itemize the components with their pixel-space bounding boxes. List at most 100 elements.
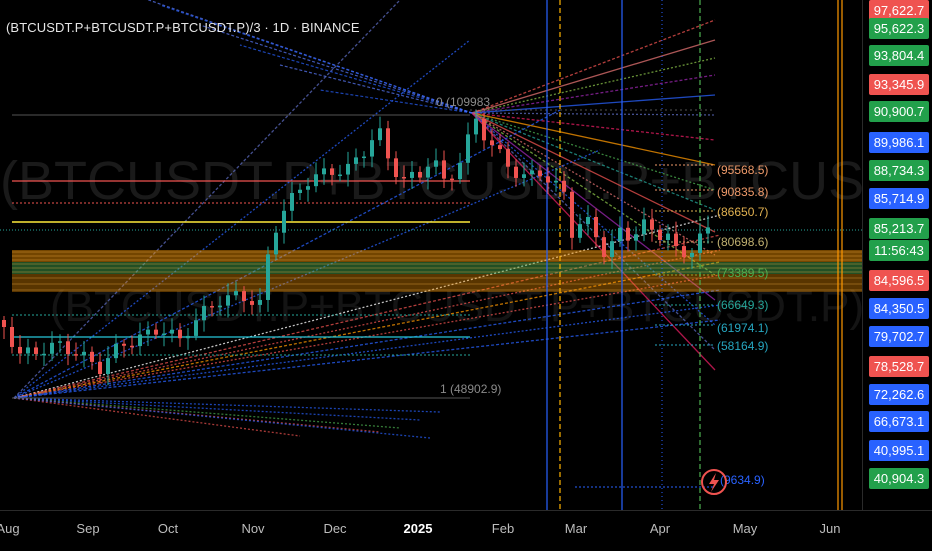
candle-body [330,168,334,175]
time-tick-label: Sep [76,521,100,536]
candle-body [226,295,230,306]
price-tag: 97,622.7 [869,0,929,21]
symbol-title[interactable]: (BTCUSDT.P+BTCUSDT.P+BTCUSDT.P)/3 · 1D ·… [6,20,360,35]
candle-body [394,158,398,177]
candle-body [426,166,430,178]
candle-body [554,180,558,183]
candle-body [130,345,134,348]
fan-line [471,112,716,116]
candle-body [498,145,502,150]
price-tag: 11:56:43 [869,240,929,261]
time-tick-label: Oct [157,521,179,536]
fan-line [13,397,301,437]
candle-body [466,134,470,163]
candle-body [506,149,510,167]
candle-body [362,156,366,159]
candle-body [314,174,318,187]
time-tick-label: Feb [491,521,515,536]
candle-body [186,335,190,339]
candle-body [258,299,262,305]
time-tick-label: Apr [649,521,671,536]
fib-label: (66649.3) [717,298,768,312]
lightning-icon [701,469,727,495]
candle-body [298,189,302,194]
fan-line [471,112,716,276]
candle-body [370,140,374,157]
candle-body [650,219,654,230]
fan-line [13,39,471,399]
candle-body [338,174,342,177]
candle-body [234,291,238,296]
candle-body [10,327,14,347]
candle-body [626,227,630,241]
fan-line [13,397,401,429]
price-plot[interactable]: 0 (109983 (95568.5) (90835.8) (86650.7) (806… [0,0,862,510]
candle-body [154,329,158,335]
fan-line [471,112,716,211]
zone-band-orange [12,274,862,292]
fan-line [13,234,721,399]
candle-body [378,128,382,141]
candle-body [210,306,214,308]
fib-label: 0 (109983 [436,95,490,109]
candle-body [26,347,30,354]
candle-body [178,329,182,339]
fan-line [471,112,716,301]
lightning-icon [709,473,719,492]
candle-body [114,343,118,359]
candle-body [282,210,286,233]
fan-line [471,112,716,351]
candle-body [546,176,550,183]
fan-line [471,112,716,326]
time-tick-label: Nov [241,521,265,536]
candle-body [538,170,542,177]
candle-body [290,193,294,211]
fib-label: (58164.9) [717,339,768,353]
price-tag: 84,350.5 [869,298,929,319]
fan-line [159,4,473,114]
fan-line [471,74,716,114]
candle-body [578,224,582,238]
time-tick-label: Jun [819,521,841,536]
fan-line [471,39,716,114]
candle-body [266,254,270,300]
candle-body [146,329,150,335]
candle-body [346,163,350,175]
fan-line [13,274,721,399]
candle-body [2,320,6,327]
candle-body [482,118,486,141]
candle-body [610,241,614,258]
price-tag: 84,596.5 [869,270,929,291]
fan-line [13,319,721,399]
fib-label: 1 (48902.9) [440,382,501,396]
fan-line [13,397,381,433]
price-tag: 93,345.9 [869,74,929,95]
price-tag: 85,213.7 [869,218,929,239]
candle-body [194,320,198,336]
time-tick-label: 2025 [403,521,433,536]
price-tag: 89,986.1 [869,132,929,153]
price-scale[interactable]: 97,622.7 95,622.3 93,804.4 93,345.9 90,900.7… [862,0,932,510]
fan-line [471,19,716,114]
fan-line [471,112,716,141]
candle-body [474,118,478,135]
fib-label: (90835.8) [717,185,768,199]
candle-body [50,342,54,354]
candle-body [514,166,518,178]
candle-body [322,168,326,175]
candle-body [442,160,446,179]
price-tag: 79,702.7 [869,326,929,347]
time-tick-label: Aug [0,521,20,536]
candle-body [242,291,246,302]
candle-body [594,217,598,238]
candle-body [690,252,694,258]
price-tag: 90,900.7 [869,101,929,122]
time-axis[interactable]: Aug Sep Oct Nov Dec 2025 Feb Mar Apr May Jun [0,510,932,551]
candle-body [410,171,414,178]
candle-body [586,217,590,225]
candle-body [250,301,254,305]
fan-line [471,94,716,114]
fan-line [471,57,716,114]
fan-line [239,44,473,114]
